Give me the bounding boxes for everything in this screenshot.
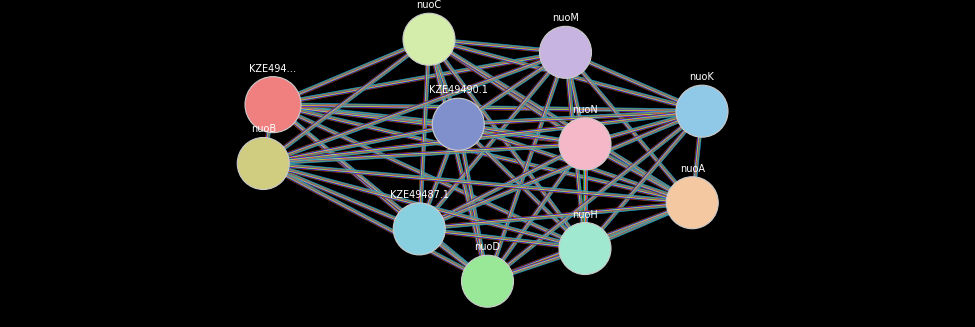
Circle shape [559,222,611,275]
Circle shape [461,255,514,307]
Circle shape [393,203,446,255]
Circle shape [559,118,611,170]
Circle shape [539,26,592,78]
Circle shape [237,137,290,190]
Text: KZE494…: KZE494… [250,64,296,74]
Text: nuoM: nuoM [552,13,579,23]
Text: nuoH: nuoH [572,210,598,219]
Text: nuoB: nuoB [251,125,276,134]
Circle shape [403,13,455,65]
Text: nuoK: nuoK [689,72,715,82]
Text: KZE49487.1: KZE49487.1 [390,190,448,200]
Circle shape [666,177,719,229]
Circle shape [676,85,728,137]
Text: KZE49490.1: KZE49490.1 [429,85,488,95]
Circle shape [432,98,485,150]
Text: nuoN: nuoN [572,105,598,115]
Text: nuoA: nuoA [680,164,705,174]
Text: nuoD: nuoD [475,242,500,252]
Circle shape [245,77,301,133]
Text: nuoC: nuoC [416,0,442,10]
